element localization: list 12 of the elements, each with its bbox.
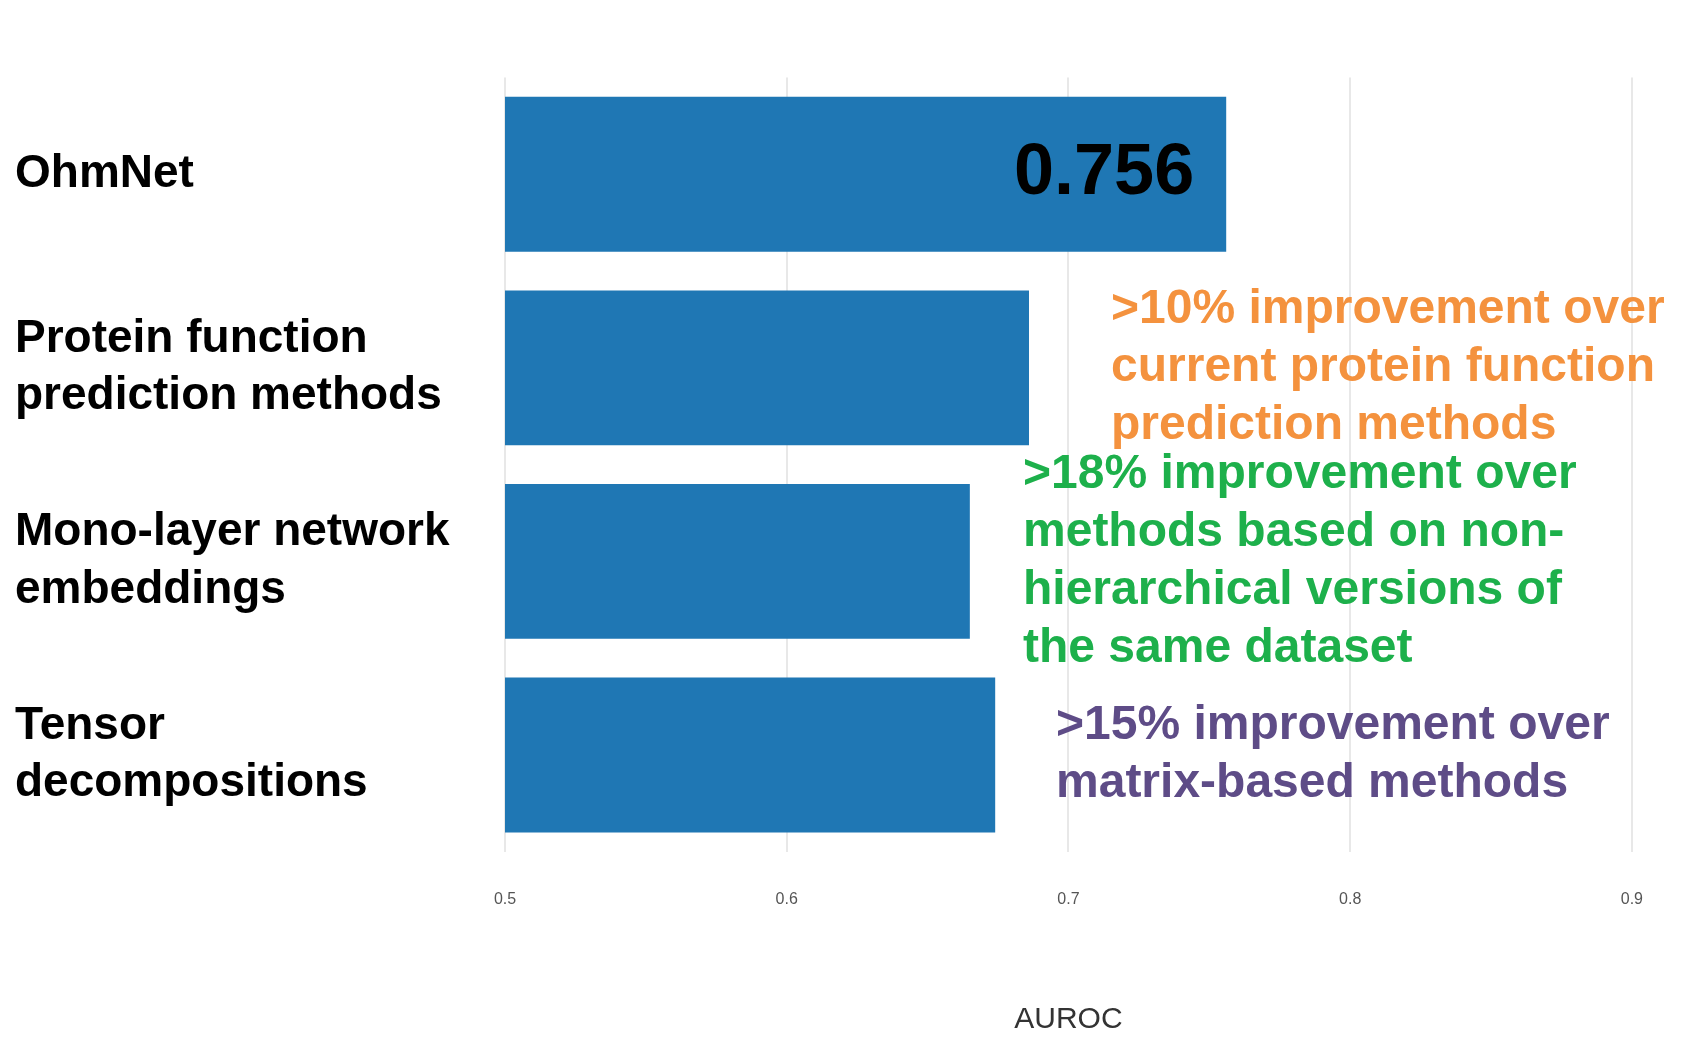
- x-tick-label: 0.9: [1620, 889, 1644, 907]
- x-tick-label: 0.8: [1339, 889, 1362, 907]
- y-tick-label: Tensor decompositions: [15, 696, 368, 807]
- data-label: 0.756: [1014, 129, 1195, 210]
- annotation: >15% improvement over matrix-based methods: [1056, 696, 1610, 808]
- y-tick-label: OhmNet: [15, 144, 194, 197]
- y-tick-label: Mono-layer network embeddings: [15, 503, 450, 613]
- y-tick-label: Protein function prediction methods: [15, 309, 442, 420]
- x-tick-label: 0.6: [775, 889, 798, 907]
- x-tick-label: 0.5: [493, 889, 517, 907]
- x-tick-label: 0.7: [1057, 889, 1080, 907]
- x-axis-title: AUROC: [1014, 1001, 1123, 1035]
